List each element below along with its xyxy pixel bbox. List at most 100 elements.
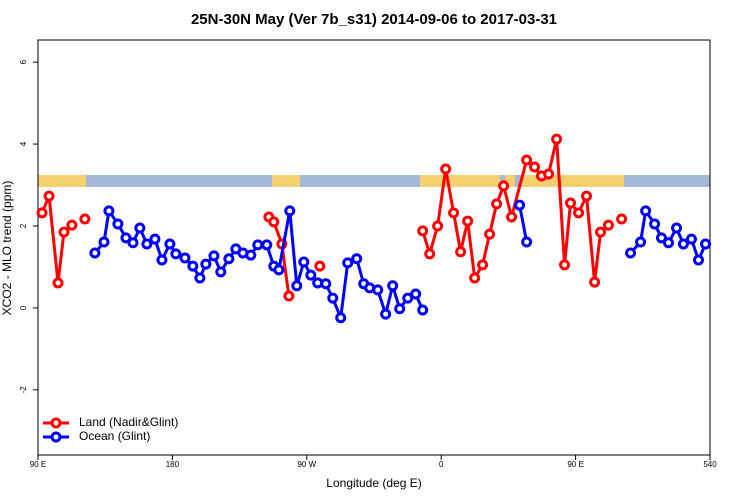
map-strip: [38, 175, 710, 187]
data-point: [498, 180, 510, 192]
data-point: [506, 211, 518, 223]
data-point: [625, 247, 637, 259]
data-point: [164, 238, 176, 250]
data-point: [685, 233, 697, 245]
data-point: [98, 236, 110, 248]
y-tick-label: 2: [19, 223, 28, 228]
data-point: [677, 238, 689, 250]
data-point: [200, 258, 212, 270]
y-tick-label: 0: [19, 305, 28, 310]
data-point: [469, 272, 481, 284]
data-point: [559, 259, 571, 271]
legend-marker: [50, 417, 62, 429]
data-point: [273, 264, 285, 276]
data-point: [543, 168, 555, 180]
data-point: [187, 260, 199, 272]
data-point: [394, 303, 406, 315]
data-point: [320, 278, 332, 290]
y-axis-label: XCO2 - MLO trend (ppm): [0, 181, 14, 316]
data-point: [671, 222, 683, 234]
data-point: [268, 216, 280, 228]
chart-title: 25N-30N May (Ver 7b_s31) 2014-09-06 to 2…: [191, 11, 557, 28]
data-point: [387, 280, 399, 292]
data-point: [66, 219, 78, 231]
plot-frame: [37, 39, 711, 456]
data-point: [327, 292, 339, 304]
data-point: [424, 248, 436, 260]
data-point: [208, 250, 220, 262]
data-point: [298, 256, 310, 268]
data-point: [417, 304, 429, 316]
data-point: [417, 225, 429, 237]
data-point: [342, 257, 354, 269]
data-point: [245, 249, 257, 261]
data-point: [491, 198, 503, 210]
data-point: [662, 237, 674, 249]
data-point: [215, 266, 227, 278]
data-point: [120, 232, 132, 244]
data-point: [455, 246, 467, 258]
y-tick-label: 6: [19, 59, 28, 64]
y-tick-label: 4: [19, 141, 28, 146]
data-point: [36, 207, 48, 219]
land-strip: [520, 175, 624, 187]
data-point: [635, 236, 647, 248]
x-tick-label: 540: [703, 460, 717, 469]
x-tick-label: 90 E: [30, 460, 46, 469]
data-point: [484, 228, 496, 240]
data-point: [616, 213, 628, 225]
data-point: [261, 239, 273, 251]
x-tick-label: 90 E: [567, 460, 583, 469]
data-point: [514, 199, 526, 211]
x-tick-label: 90 W: [297, 460, 316, 469]
data-point: [529, 161, 541, 173]
data-point: [103, 205, 115, 217]
data-point: [149, 233, 161, 245]
data-point: [432, 220, 444, 232]
data-point: [127, 237, 139, 249]
data-point: [52, 277, 64, 289]
y-tick-label: -2: [19, 386, 28, 394]
legend-label: Land (Nadir&Glint): [79, 415, 178, 429]
data-point: [291, 280, 303, 292]
data-point: [305, 269, 317, 281]
x-tick-label: 0: [439, 460, 444, 469]
data-point: [602, 219, 614, 231]
data-point: [283, 290, 295, 302]
legend-label: Ocean (Glint): [79, 429, 150, 443]
data-point: [410, 288, 422, 300]
data-point: [284, 205, 296, 217]
data-point: [581, 190, 593, 202]
data-point: [565, 197, 577, 209]
land-strip: [505, 175, 515, 187]
data-point: [134, 222, 146, 234]
data-point: [351, 253, 363, 265]
data-point: [79, 213, 91, 225]
data-point: [551, 133, 563, 145]
data-point: [402, 292, 414, 304]
data-point: [170, 248, 182, 260]
data-point: [649, 218, 661, 230]
data-point: [380, 308, 392, 320]
x-axis-label: Longitude (deg E): [326, 476, 421, 490]
data-point: [640, 205, 652, 217]
data-point: [223, 253, 235, 265]
data-point: [58, 226, 70, 238]
data-point: [194, 272, 206, 284]
data-point: [440, 163, 452, 175]
data-point: [314, 260, 326, 272]
data-point: [700, 238, 712, 250]
data-point: [112, 218, 124, 230]
data-point: [372, 284, 384, 296]
data-point: [462, 215, 474, 227]
data-point: [252, 239, 264, 251]
legend-marker: [50, 431, 62, 443]
data-point: [335, 312, 347, 324]
data-point: [693, 254, 705, 266]
data-point: [521, 236, 533, 248]
data-point: [141, 238, 153, 250]
data-point: [521, 154, 533, 166]
land-strip: [420, 175, 500, 187]
land-strip: [38, 175, 86, 187]
data-point: [589, 276, 601, 288]
